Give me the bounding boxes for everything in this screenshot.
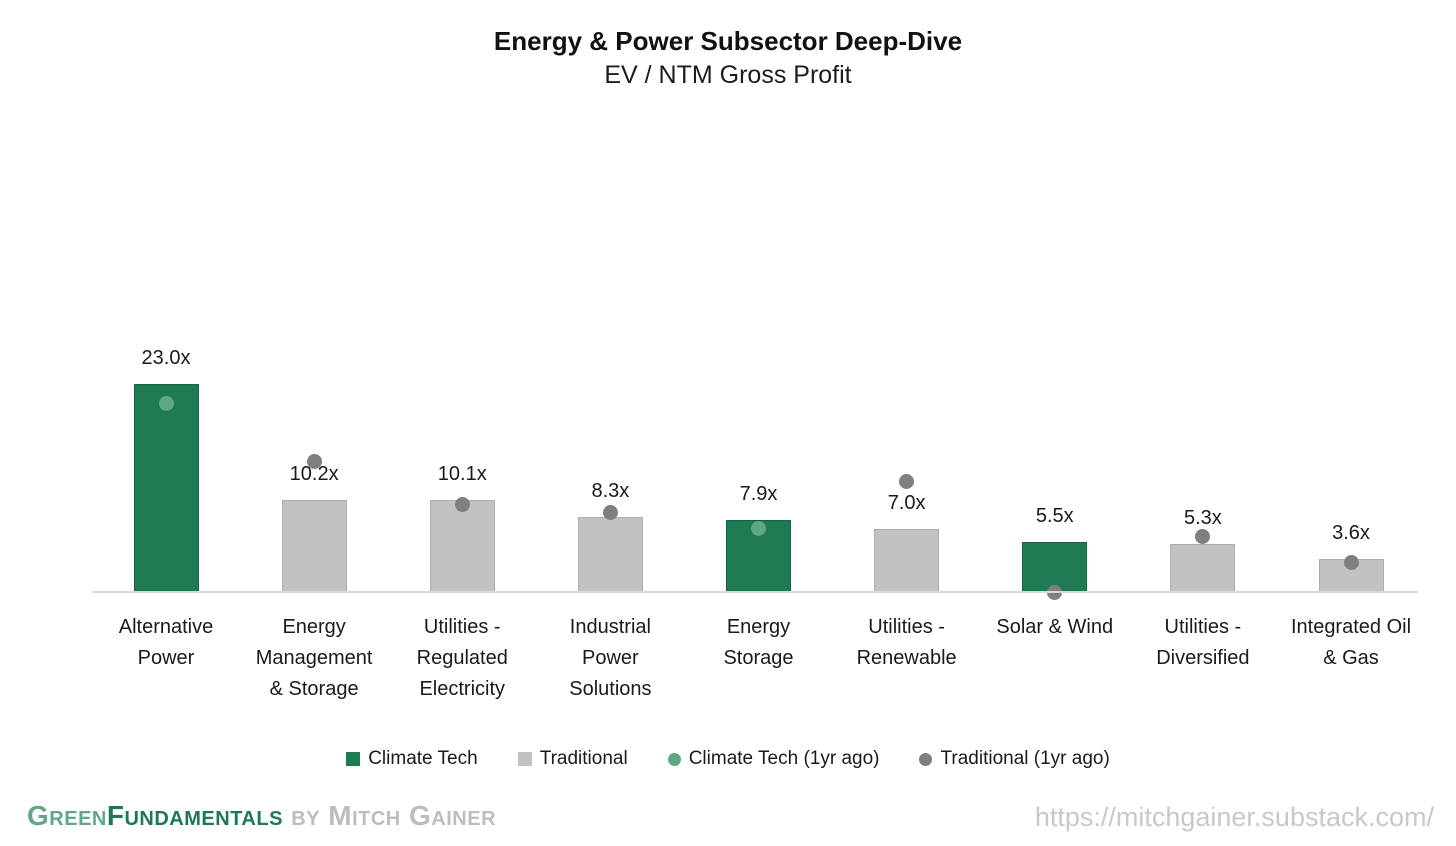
bar-traditional [577, 516, 643, 592]
legend-label: Climate Tech [368, 748, 478, 769]
bar-value-label: 7.0x [887, 491, 926, 514]
traditional-1yr-ago-dot [899, 473, 915, 489]
bar-climate [726, 520, 791, 592]
legend-label: Traditional [539, 748, 628, 769]
category-label: Industrial Power Solutions [569, 616, 652, 700]
bar-value-label: 10.1x [437, 463, 487, 486]
traditional-1yr-ago-dot [454, 497, 470, 513]
x-axis-line [92, 591, 1418, 593]
legend-item: Climate Tech (1yr ago) [667, 748, 880, 770]
category-label: Utilities - Regulated Electricity [416, 616, 508, 700]
bar-traditional [281, 499, 347, 592]
category-label: Energy Storage [723, 616, 794, 669]
category-label: Utilities - Diversified [1156, 616, 1250, 669]
brand-byline: by Mitch Gainer [282, 800, 497, 831]
brand-first-word: Green [27, 800, 107, 831]
chart-header: Energy & Power Subsector Deep-Dive EV / … [0, 24, 1456, 92]
traditional-1yr-ago-dot [1195, 529, 1211, 545]
bar-value-label: 10.2x [289, 462, 339, 485]
legend-item: Traditional (1yr ago) [919, 748, 1110, 770]
legend-circle-icon [919, 752, 933, 766]
brand-signature: GreenFundamentals by Mitch Gainer [27, 800, 496, 832]
category-label: Utilities - Renewable [856, 616, 957, 669]
brand-second-word: Fundamentals [106, 800, 283, 831]
traditional-1yr-ago-dot [1343, 555, 1359, 571]
source-url: https://mitchgainer.substack.com/ [1034, 802, 1434, 832]
bar-value-label: 5.5x [1035, 505, 1074, 528]
bar-traditional [1170, 543, 1236, 592]
category-label: Alternative Power [118, 616, 214, 669]
bar-value-label: 23.0x [141, 346, 191, 369]
category-label: Solar & Wind [996, 616, 1114, 638]
legend-label: Traditional (1yr ago) [940, 748, 1110, 769]
legend-label: Climate Tech (1yr ago) [688, 748, 880, 769]
climate-1yr-ago-dot [158, 395, 174, 411]
bar-climate [133, 383, 199, 592]
bar-traditional [429, 500, 495, 592]
chart-subtitle: EV / NTM Gross Profit [604, 61, 852, 89]
traditional-1yr-ago-dot [602, 504, 618, 520]
bar-traditional [874, 528, 940, 592]
legend-circle-icon [667, 752, 681, 766]
legend: Climate Tech Traditional Climate Tech (1yr… [0, 748, 1456, 770]
bar-value-label: 3.6x [1332, 522, 1370, 545]
bar-value-label: 8.3x [591, 479, 630, 502]
category-label: Integrated Oil & Gas [1290, 616, 1412, 669]
legend-item: Climate Tech [346, 748, 478, 770]
climate-1yr-ago-dot [751, 521, 766, 537]
legend-square-icon [346, 752, 361, 766]
chart-title: Energy & Power Subsector Deep-Dive [493, 26, 963, 56]
traditional-1yr-ago-dot [306, 453, 322, 469]
bar-value-label: 7.9x [739, 483, 778, 506]
category-label: Energy Management & Storage [255, 616, 373, 700]
legend-item: Traditional [517, 748, 628, 770]
legend-square-icon [517, 752, 532, 766]
bar-value-label: 5.3x [1183, 506, 1222, 529]
